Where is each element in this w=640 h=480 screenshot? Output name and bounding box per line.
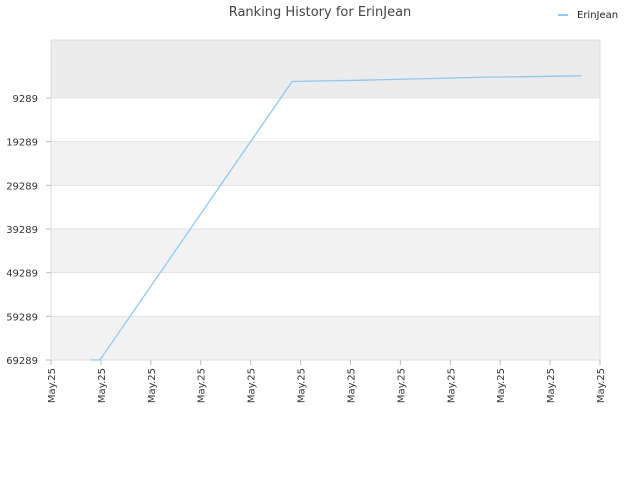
x-tick-label: May.25 (496, 368, 507, 403)
x-tick-label: May.25 (47, 368, 58, 403)
x-tick-label: May.25 (147, 368, 158, 403)
x-tick-label: May.25 (97, 368, 108, 403)
grid-band (51, 229, 600, 273)
legend-label: ErinJean (577, 9, 619, 21)
x-tick-label: May.25 (546, 368, 557, 403)
y-tick-label: 19289 (6, 138, 38, 149)
y-tick-label: 29289 (6, 181, 38, 192)
legend-swatch (558, 14, 568, 16)
y-tick-label: 49289 (6, 269, 38, 280)
grid-band (51, 141, 600, 186)
x-tick-label: May.25 (596, 368, 607, 403)
x-tick-label: May.25 (297, 368, 308, 403)
grid-band (51, 98, 600, 142)
x-tick-label: May.25 (446, 368, 457, 403)
y-tick-label: 69289 (6, 356, 38, 367)
x-tick-label: May.25 (197, 368, 208, 403)
grid-band (51, 40, 600, 99)
series-line (90, 75, 582, 361)
y-tick-label: 9289 (13, 94, 38, 105)
grid-band (51, 316, 600, 360)
x-tick-label: May.25 (346, 368, 357, 403)
x-tick-label: May.25 (247, 368, 258, 403)
legend: ErinJean (558, 8, 618, 22)
y-tick-label: 59289 (6, 312, 38, 323)
grid-band (51, 185, 600, 230)
x-tick-label: May.25 (396, 368, 407, 403)
chart-title: Ranking History for ErinJean (228, 5, 412, 20)
plot-border (50, 39, 601, 361)
y-tick-label: 39289 (6, 225, 38, 236)
grid-band (51, 272, 600, 317)
